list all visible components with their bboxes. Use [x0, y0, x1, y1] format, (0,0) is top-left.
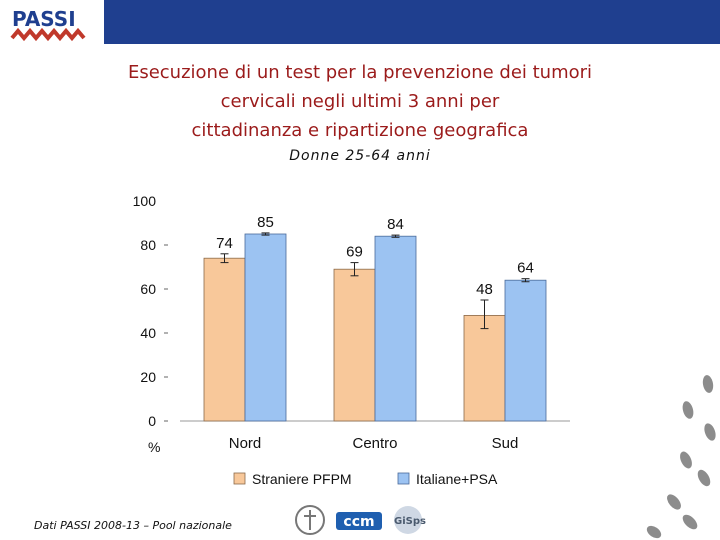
- x-tick-label: Centro: [352, 435, 397, 452]
- title-line-2: cervicali negli ultimi 3 anni per: [220, 91, 500, 112]
- y-tick-label: 40: [140, 325, 156, 341]
- data-label: 64: [517, 260, 534, 277]
- caduceus-icon: [304, 510, 316, 530]
- footprint-icon: [702, 375, 714, 393]
- bar-straniere: [463, 314, 506, 422]
- footprint-icon: [680, 451, 692, 469]
- footprint-icon: [697, 469, 711, 487]
- bar-straniere: [203, 257, 246, 422]
- ccm-logo-text: ccm: [343, 514, 374, 530]
- y-tick-label: 80: [140, 237, 156, 253]
- bar-italiane: [244, 233, 287, 422]
- legend-label: Straniere PFPM: [252, 471, 352, 487]
- legend-swatch: [397, 472, 410, 485]
- gisps-logo: [394, 506, 422, 534]
- footprint-icon: [667, 494, 681, 510]
- title-line-1: Esecuzione di un test per la prevenzione…: [127, 62, 593, 83]
- title-line-3: cittadinanza e ripartizione geografica: [191, 120, 529, 141]
- passi-logo: PASSI: [10, 7, 86, 42]
- header-bar: [104, 0, 720, 44]
- footprints-decoration: [646, 375, 716, 539]
- legend-label: Italiane+PSA: [416, 471, 498, 487]
- footprint-icon: [682, 514, 698, 530]
- logo-footprints-icon: [10, 27, 86, 42]
- data-label: 48: [476, 281, 493, 298]
- bar-italiane: [374, 235, 417, 422]
- data-label: 84: [387, 216, 404, 233]
- footprint-icon: [704, 423, 716, 441]
- data-label: 74: [216, 235, 233, 252]
- y-tick-label: 60: [140, 281, 156, 297]
- data-label: 69: [346, 244, 363, 261]
- partner-logos: ccm GiSps: [295, 505, 426, 535]
- y-tick-label: 0: [148, 413, 156, 429]
- bar-straniere: [333, 268, 376, 422]
- bar-italiane: [504, 279, 547, 422]
- y-tick-label: 20: [140, 369, 156, 385]
- institute-seal-icon: [295, 505, 325, 535]
- x-tick-label: Nord: [229, 435, 262, 452]
- footprint-icon: [682, 401, 694, 419]
- logo-text: PASSI: [12, 7, 76, 31]
- chart-subtitle: Donne 25-64 anni: [289, 148, 431, 164]
- data-label: 85: [257, 214, 274, 231]
- ccm-logo: [336, 512, 382, 530]
- x-tick-label: Sud: [492, 435, 519, 452]
- y-tick-label: 100: [133, 193, 157, 209]
- footprint-icon: [646, 525, 662, 539]
- gisps-logo-text: GiSps: [394, 516, 426, 527]
- bar-chart: 0 20 40 60 80 100% Nord 74 85 Centro 69 84 Sud 48 64 St…: [133, 193, 570, 487]
- legend-swatch: [233, 472, 246, 485]
- data-source-note: Dati PASSI 2008-13 – Pool nazionale: [34, 519, 232, 532]
- y-axis-label: %: [148, 439, 160, 455]
